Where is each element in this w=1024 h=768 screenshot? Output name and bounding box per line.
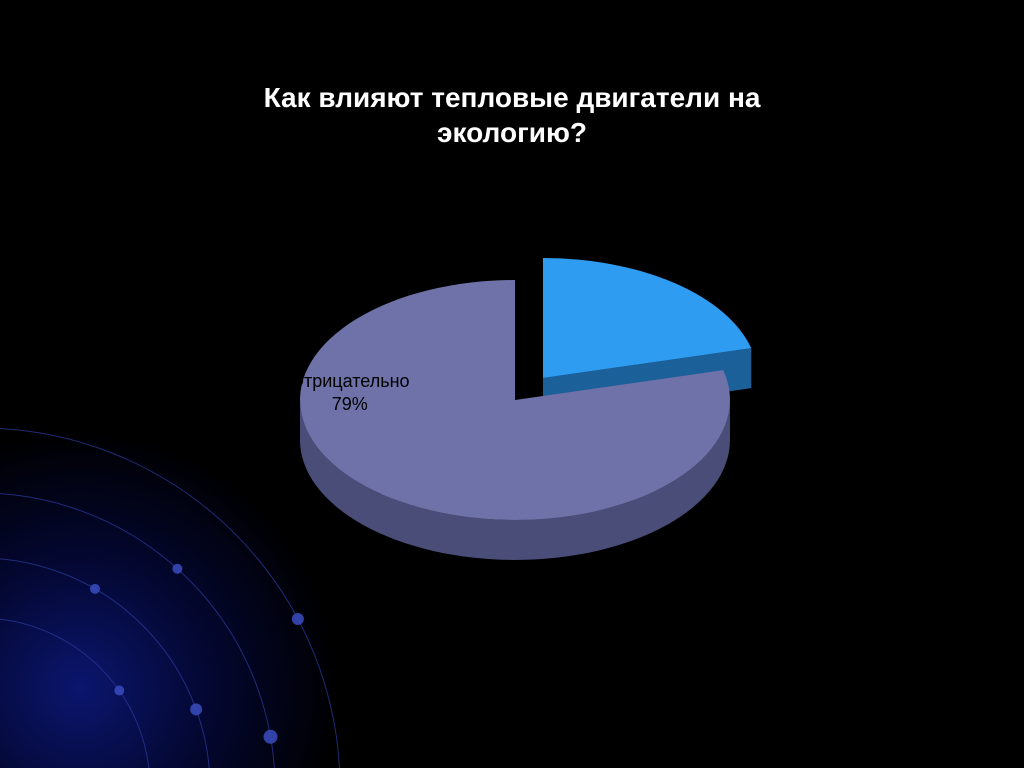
slide-canvas: Как влияют тепловые двигатели на экологи… bbox=[0, 0, 1024, 768]
pie-chart: Положительно 21%Отрицательно 79% bbox=[235, 190, 795, 610]
pie-chart-svg bbox=[235, 190, 795, 610]
chart-title: Как влияют тепловые двигатели на экологи… bbox=[0, 80, 1024, 150]
